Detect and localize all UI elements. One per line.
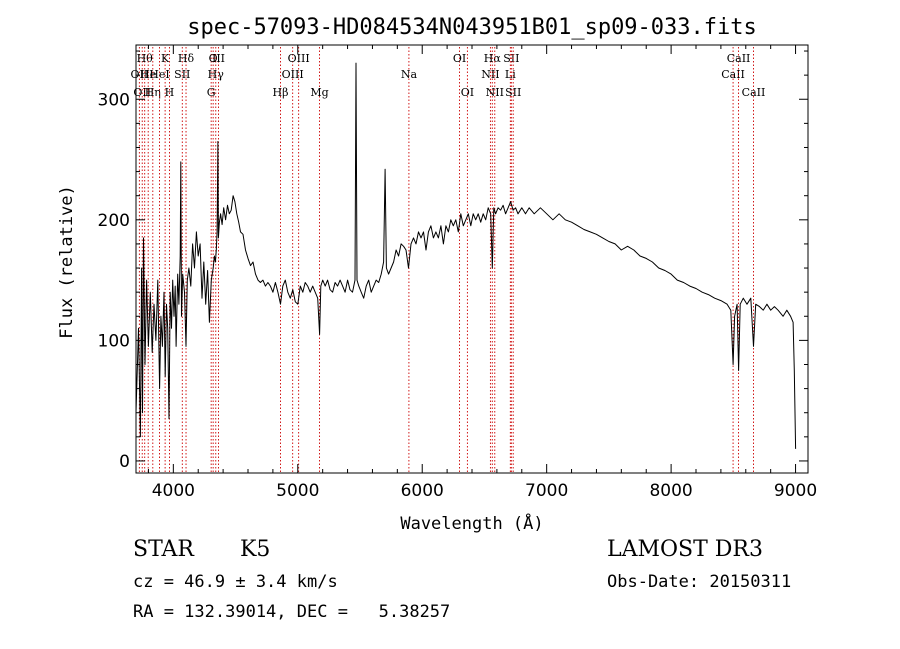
x-tick-label: 6000: [401, 481, 444, 501]
x-tick-label: 4000: [152, 481, 195, 501]
chart-title: spec-57093-HD084534N043951B01_sp09-033.f…: [187, 15, 757, 40]
y-axis-label: Flux (relative): [57, 185, 77, 339]
line-marker-label: Hα: [484, 52, 502, 65]
line-marker-label: NII: [481, 68, 499, 81]
line-marker-label: NII: [486, 86, 504, 99]
line-marker-label: OI: [453, 52, 466, 65]
x-tick-label: 7000: [525, 481, 568, 501]
spectrum-series: [135, 62, 797, 449]
line-marker-label: K: [161, 52, 170, 65]
x-tick-label: 5000: [276, 481, 319, 501]
line-marker-label: Hθ: [137, 52, 154, 65]
object-subclass: K5: [240, 537, 271, 562]
line-marker-label: H: [165, 86, 175, 99]
line-marker-label: O: [209, 52, 218, 65]
line-marker-label: SII: [503, 52, 519, 65]
line-marker-label: OIII: [282, 68, 304, 81]
axes: 4000 5000 6000 7000 8000 9000 0 100 200 300: [98, 45, 817, 501]
plot-frame: [135, 44, 809, 474]
line-marker-label: CaII: [742, 86, 766, 99]
x-axis-label: Wavelength (Å): [400, 512, 543, 534]
y-tick-label: 0: [119, 452, 130, 472]
line-marker-label: Hη: [145, 86, 161, 99]
line-marker-label: Hδ: [178, 52, 195, 65]
redshift-value: cz = 46.9 ± 3.4 km/s: [133, 572, 338, 592]
line-marker-label: OII: [133, 86, 151, 99]
x-tick-label: 8000: [649, 481, 692, 501]
line-marker-label: Hβ: [273, 86, 289, 99]
object-class: STAR: [133, 537, 194, 562]
line-marker-label: G: [207, 86, 216, 99]
x-tick-label: 9000: [774, 481, 817, 501]
obs-date: Obs-Date: 20150311: [607, 572, 792, 592]
line-marker-label: OII: [131, 68, 149, 81]
line-marker-label: OIII: [288, 52, 310, 65]
y-tick-label: 100: [98, 331, 130, 351]
line-marker-label: He: [140, 68, 156, 81]
y-tick-label: 300: [98, 90, 130, 110]
line-marker-label: III: [212, 52, 225, 65]
line-marker-label: OI: [461, 86, 474, 99]
line-marker-label: Li: [505, 68, 516, 81]
line-marker-label: CaII: [721, 68, 745, 81]
coordinates: RA = 132.39014, DEC = 5.38257: [133, 602, 451, 622]
spectrum-line: [135, 62, 797, 449]
survey-name: LAMOST DR3: [607, 537, 763, 562]
line-marker-label: CaII: [727, 52, 751, 65]
line-markers: OII OII Hθ He Hη HeI K H SII Hδ G O Hγ III Hβ OIII OIII M…: [131, 47, 766, 473]
line-marker-label: Na: [401, 68, 418, 81]
line-marker-label: SII: [174, 68, 190, 81]
line-marker-label: Mg: [310, 86, 328, 99]
line-marker-label: Hγ: [208, 68, 225, 81]
y-tick-label: 200: [98, 211, 130, 231]
line-marker-label: SII: [505, 86, 521, 99]
line-marker-label: HeI: [149, 68, 169, 81]
